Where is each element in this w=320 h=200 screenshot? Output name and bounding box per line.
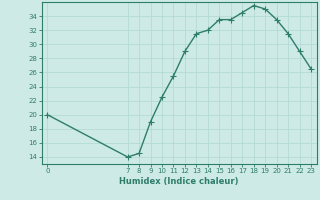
X-axis label: Humidex (Indice chaleur): Humidex (Indice chaleur) (119, 177, 239, 186)
